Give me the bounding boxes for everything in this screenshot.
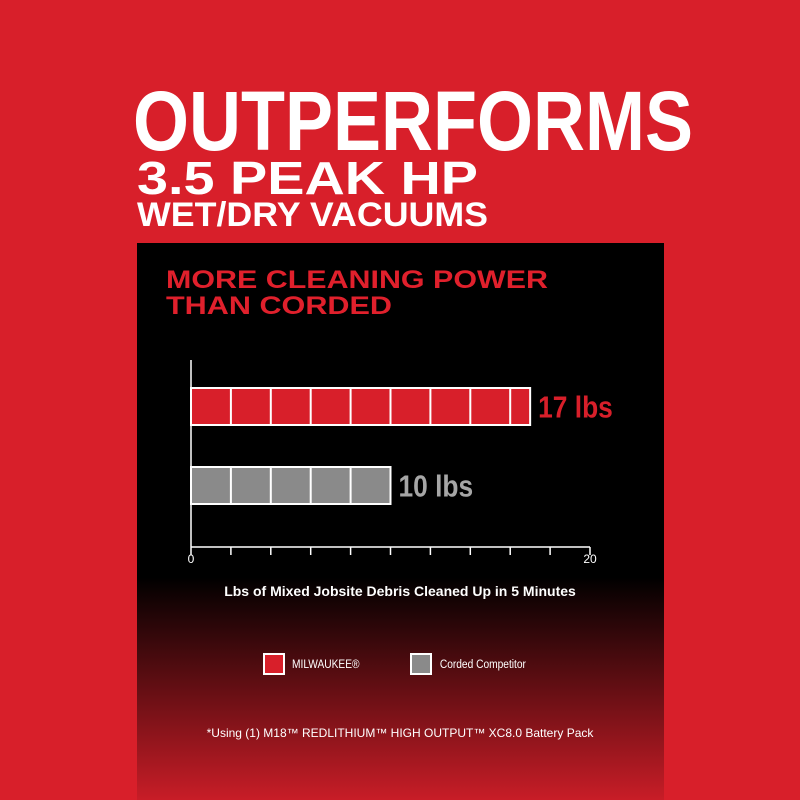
legend-label: Corded Competitor: [440, 658, 526, 671]
x-tick-label: 0: [188, 552, 195, 566]
footnote: *Using (1) M18™ REDLITHIUM™ HIGH OUTPUT™…: [207, 726, 595, 740]
plot: 0 20 17 lbs MILWAUKEE® 10 lbs Corded Competit…: [188, 387, 613, 675]
legend-swatch: [410, 653, 432, 675]
bar: [190, 387, 532, 426]
value-label: 10 lbs: [399, 470, 474, 504]
legend-label: MILWAUKEE®: [292, 658, 360, 671]
x-tick-label: 20: [583, 552, 597, 566]
chart-subtitle: MORE CLEANING POWER: [166, 266, 548, 294]
headline: OUTPERFORMS: [133, 74, 693, 168]
legend-swatch: [263, 653, 285, 675]
value-label: 17 lbs: [538, 391, 613, 425]
chart-subtitle: THAN CORDED: [166, 292, 392, 320]
subheadline: 3.5 PEAK HP: [137, 152, 478, 204]
subheadline: WET/DRY VACUUMS: [137, 196, 488, 234]
chart-panel: [137, 243, 664, 800]
bar: [190, 466, 392, 505]
x-axis-label: Lbs of Mixed Jobsite Debris Cleaned Up i…: [224, 583, 576, 599]
